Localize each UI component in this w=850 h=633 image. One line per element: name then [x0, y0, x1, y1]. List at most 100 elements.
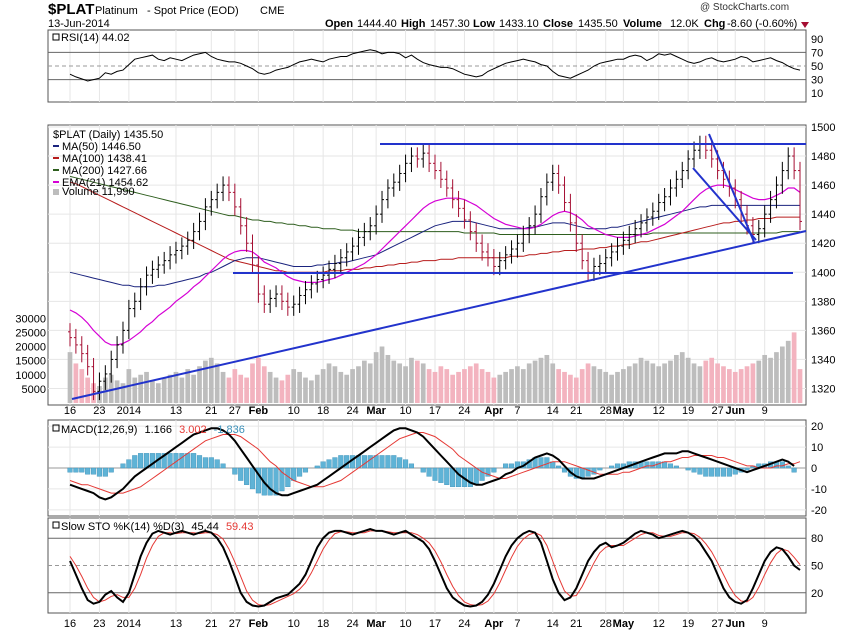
volume-bar	[473, 363, 479, 403]
x-tick-label: 2014	[117, 618, 141, 630]
macd-histogram-bar	[715, 467, 721, 477]
macd-histogram-bar	[444, 467, 450, 485]
macd-histogram-bar	[302, 467, 309, 473]
volume-bar	[544, 354, 550, 403]
volume-bar	[426, 369, 432, 403]
x-tick-label: 27	[711, 618, 723, 630]
volume-bar	[797, 369, 803, 403]
volume-bar	[326, 363, 332, 403]
volume-value: 12.0K	[670, 18, 699, 30]
volume-bar	[485, 371, 491, 403]
volume-bar	[385, 354, 391, 403]
volume-bar	[362, 360, 367, 403]
x-tick-label: May	[613, 618, 635, 630]
macd-histogram-bar	[597, 467, 603, 471]
volume-bar	[444, 369, 450, 403]
macd-histogram-bar	[685, 467, 691, 471]
volume-tick-label: 5000	[22, 384, 46, 396]
x-tick-label: 24	[346, 405, 358, 417]
volume-bar	[397, 363, 403, 403]
macd-histogram-bar	[408, 463, 415, 469]
volume-bar	[550, 363, 556, 403]
x-tick-label: 10	[288, 618, 300, 630]
macd-histogram-bar	[791, 467, 797, 473]
price-y-axis: 1320 1340 1360 1380 1400 1420 1440 1460 1480 1500	[811, 122, 835, 395]
macd-histogram-bar	[120, 463, 126, 469]
x-tick-label: 19	[682, 618, 694, 630]
price-legend: $PLAT (Daily) 1435.50 MA(50) 1446.50 MA(…	[53, 129, 163, 198]
volume-bar	[432, 371, 438, 403]
macd-signal-value: 3.002	[179, 424, 207, 436]
volume-bar	[261, 366, 267, 403]
volume-tick-label: 30000	[15, 313, 46, 325]
ema21-line	[69, 184, 801, 346]
open-value: 1444.40	[357, 18, 397, 30]
macd-tick-label: 0	[811, 463, 817, 475]
macd-histogram-bar	[85, 467, 91, 475]
rsi-line	[69, 49, 801, 82]
x-tick-label: 12	[653, 618, 665, 630]
volume-bar	[450, 374, 456, 403]
volume-bar	[603, 371, 609, 403]
macd-histogram-bar	[326, 459, 332, 469]
macd-histogram-bar	[403, 459, 409, 469]
macd-histogram-bar	[709, 467, 715, 477]
macd-histogram-bar	[267, 467, 273, 496]
volume-bar	[356, 366, 361, 403]
volume-bar	[85, 377, 91, 403]
high-label: High	[401, 18, 426, 30]
x-tick-label: 14	[547, 405, 559, 417]
macd-histogram-bar	[391, 455, 397, 469]
volume-bar	[738, 369, 744, 403]
macd-histogram-bar	[491, 467, 497, 473]
volume-bar	[173, 371, 179, 403]
macd-histogram-bar	[644, 461, 650, 469]
macd-histogram-bar	[785, 465, 791, 469]
volume-bar	[644, 360, 650, 403]
macd-histogram-bar	[397, 457, 403, 469]
volume-bar	[238, 374, 244, 403]
macd-histogram-bar	[609, 465, 615, 469]
macd-histogram-bar	[697, 467, 703, 475]
price-panel-frame	[47, 124, 807, 406]
x-tick-label: 9	[762, 405, 768, 417]
volume-y-axis: 5000 10000 15000 20000 25000 30000	[15, 313, 46, 396]
volume-bar	[438, 366, 444, 403]
macd-histogram-bar	[208, 457, 214, 469]
sto-legend: Slow STO %K(14) %D(3) 45.44 59.43	[52, 521, 253, 533]
x-tick-label: 16	[64, 618, 76, 630]
macd-histogram-bar	[279, 467, 285, 492]
volume-bar	[744, 366, 750, 403]
macd-histogram-bar	[173, 453, 179, 469]
rsi-tick-label: 70	[811, 47, 823, 59]
price-tick-label: 1460	[811, 180, 835, 192]
x-tick-label: 27	[229, 405, 241, 417]
sto-tick-label: 80	[811, 533, 823, 545]
macd-y-axis: -20 -10 0 10 20	[811, 421, 827, 517]
x-tick-label: 12	[653, 405, 665, 417]
x-tick-label: 13	[170, 405, 182, 417]
volume-bar	[414, 360, 420, 403]
ma100-line	[69, 181, 800, 273]
volume-bar	[67, 352, 73, 403]
downtrend-line-1	[708, 133, 755, 243]
macd-histogram-bar	[79, 467, 85, 473]
volume-tick-label: 10000	[15, 370, 46, 382]
volume-bar	[138, 374, 143, 403]
volume-bar	[562, 371, 567, 403]
volume-bar	[674, 354, 679, 403]
x-tick-label: 27	[229, 618, 241, 630]
macd-histogram-bar	[667, 463, 674, 469]
volume-label: Volume	[623, 18, 662, 30]
macd-histogram-bar	[291, 467, 297, 481]
macd-histogram-bar	[720, 467, 727, 477]
macd-histogram-bar	[96, 467, 102, 477]
svg-text:Slow STO %K(14) %D(3) 45: Slow STO %K(14) %D(3) 45.44 59.43	[61, 521, 253, 533]
macd-histogram-bar	[744, 467, 750, 471]
volume-bar	[291, 369, 297, 403]
macd-tick-label: 10	[811, 442, 823, 454]
macd-line	[69, 427, 795, 501]
sto-tick-label: 20	[811, 588, 823, 600]
volume-bar	[709, 357, 715, 403]
volume-bar	[656, 366, 662, 403]
